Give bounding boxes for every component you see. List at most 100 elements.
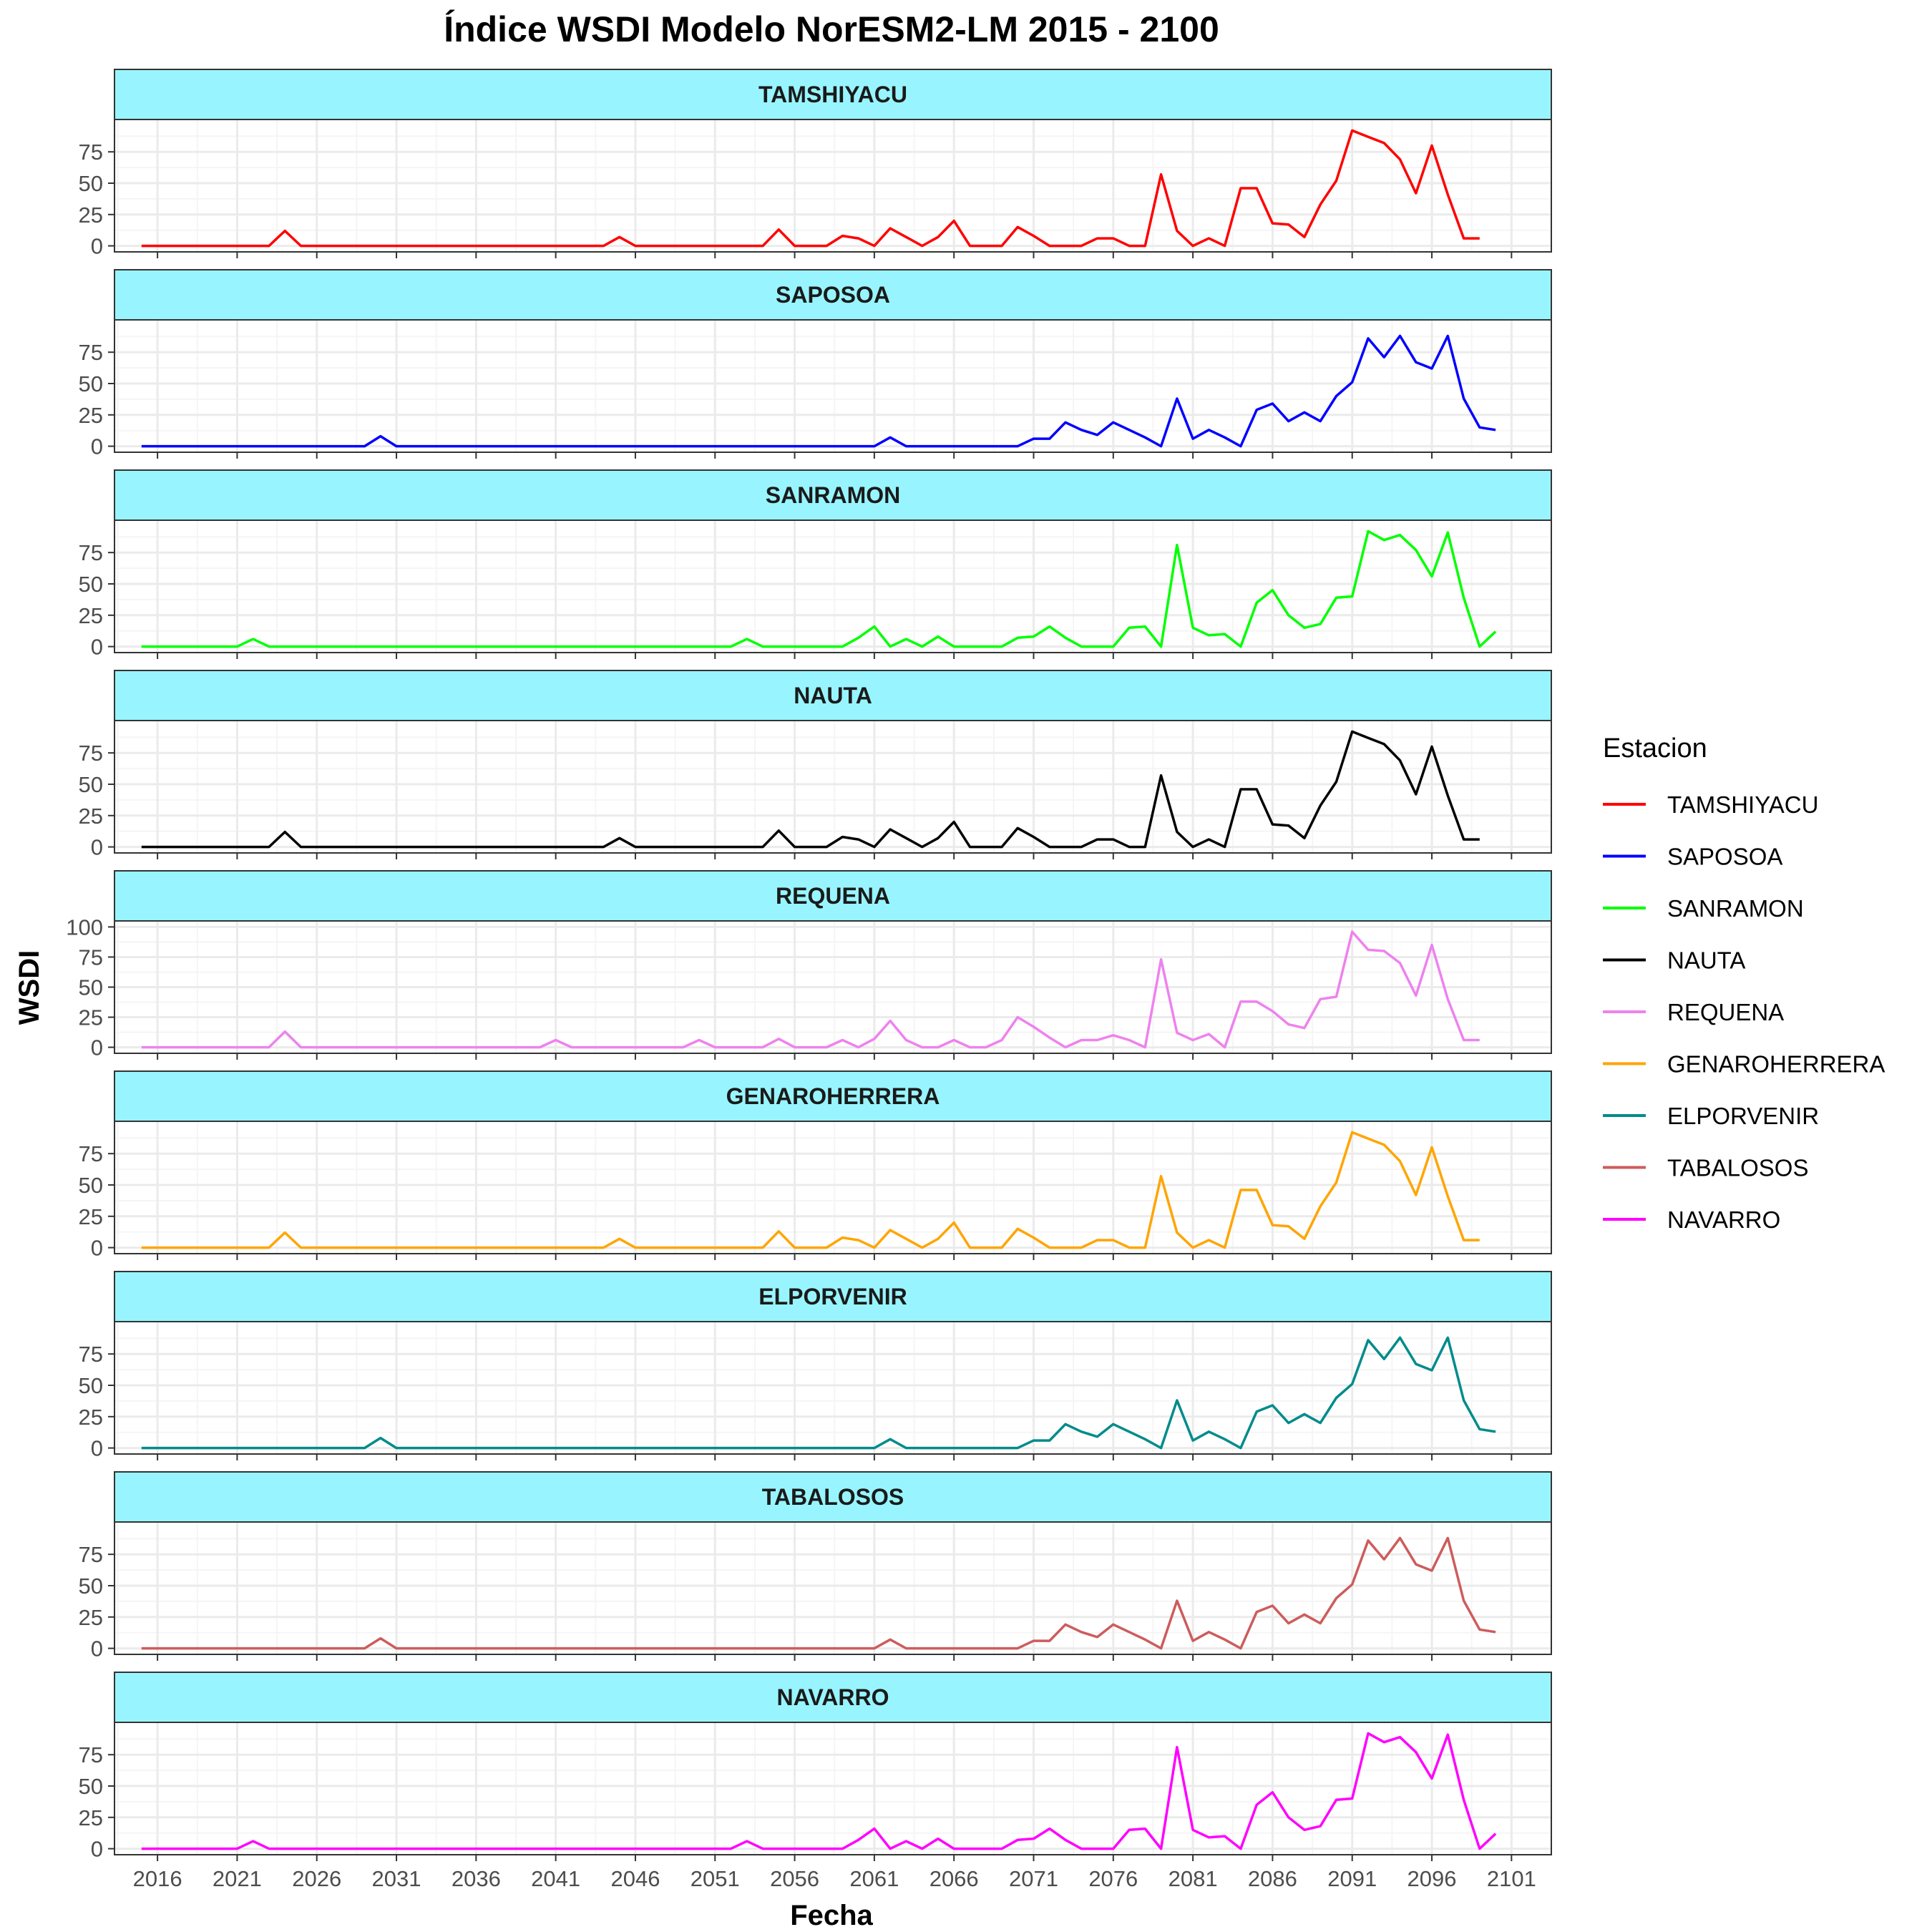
legend-label: NAVARRO <box>1667 1206 1780 1233</box>
facet-strip <box>114 670 1552 721</box>
series-line <box>141 129 1480 248</box>
x-tick-label: 2096 <box>1407 1866 1457 1891</box>
facet-strip-label: GENAROHERRERA <box>726 1083 940 1109</box>
facet-panel: 0 25 50 75 NAVARRO <box>79 1672 1552 1862</box>
x-tick-label: 2091 <box>1327 1866 1377 1891</box>
facet-strip <box>114 1070 1552 1122</box>
legend-item: TABALOSOS <box>1603 1155 1808 1181</box>
y-tick-label: 0 <box>91 434 103 459</box>
y-tick-label: 50 <box>79 171 103 196</box>
y-tick-label: 75 <box>79 540 103 565</box>
y-tick-label: 25 <box>79 1005 103 1030</box>
series-line <box>141 334 1496 448</box>
y-tick-label: 25 <box>79 1605 103 1630</box>
facet-strip-label: ELPORVENIR <box>758 1284 907 1309</box>
panel-background <box>114 1322 1551 1454</box>
y-tick-label: 75 <box>79 1742 103 1767</box>
y-tick-label: 0 <box>91 1236 103 1261</box>
legend-title: Estacion <box>1603 733 1707 763</box>
y-tick-label: 25 <box>79 403 103 428</box>
x-tick-label: 2036 <box>452 1866 501 1891</box>
series-line <box>141 1732 1497 1850</box>
y-tick-label: 0 <box>91 1636 103 1662</box>
y-tick-label: 0 <box>91 1837 103 1862</box>
panel-background <box>114 119 1551 252</box>
panel-background <box>114 721 1551 853</box>
y-tick-label: 50 <box>79 371 103 396</box>
legend-label: NAUTA <box>1667 947 1745 974</box>
x-tick-label: 2051 <box>691 1866 740 1891</box>
y-tick-label: 0 <box>91 635 103 660</box>
x-tick-label: 2041 <box>531 1866 580 1891</box>
legend-item: SAPOSOA <box>1603 844 1782 870</box>
series-line <box>141 1131 1480 1249</box>
facet-panel: 0 25 50 75 SAPOSOA <box>79 269 1552 459</box>
facet-strip-label: NAUTA <box>794 683 872 708</box>
x-tick-label: 2021 <box>213 1866 262 1891</box>
y-tick-label: 50 <box>79 772 103 797</box>
x-tick-label: 2081 <box>1169 1866 1218 1891</box>
legend-item: TAMSHIYACU <box>1603 791 1818 818</box>
y-tick-label: 25 <box>79 1805 103 1830</box>
x-tick-label: 2066 <box>930 1866 979 1891</box>
y-tick-label: 50 <box>79 1373 103 1398</box>
facet-strip-label: SAPOSOA <box>776 282 890 308</box>
facet-panel: 0 25 50 75 ELPORVENIR <box>79 1271 1552 1461</box>
y-tick-label: 50 <box>79 975 103 1000</box>
y-tick-label: 25 <box>79 804 103 829</box>
x-tick-label: 2056 <box>770 1866 819 1891</box>
facet-panel: 0 25 50 75 TAMSHIYACU <box>79 69 1552 259</box>
facet-panel: 0 25 50 75 SANRAMON <box>79 469 1552 660</box>
legend-item: NAVARRO <box>1603 1206 1780 1233</box>
x-axis-title: Fecha <box>790 1900 873 1931</box>
series-line <box>141 530 1497 648</box>
y-tick-label: 50 <box>79 1574 103 1599</box>
y-tick-label: 100 <box>66 914 103 940</box>
legend-label: GENAROHERRERA <box>1667 1051 1885 1078</box>
legend-label: TAMSHIYACU <box>1667 791 1818 818</box>
y-tick-label: 25 <box>79 203 103 228</box>
facet-panel: 0 25 50 75 NAUTA <box>79 670 1552 860</box>
facet-strip-label: SANRAMON <box>766 482 900 508</box>
legend-label: SAPOSOA <box>1667 844 1782 870</box>
panel-background <box>114 320 1551 452</box>
legend-label: ELPORVENIR <box>1667 1103 1819 1129</box>
facet-panel: 0 25 50 75 100 REQUENA <box>66 870 1552 1060</box>
legend-item: GENAROHERRERA <box>1603 1051 1885 1078</box>
chart-title: Índice WSDI Modelo NorESM2-LM 2015 - 210… <box>444 9 1219 49</box>
x-tick-label: 2031 <box>372 1866 421 1891</box>
x-tick-label: 2026 <box>292 1866 341 1891</box>
facet-strip <box>114 69 1552 120</box>
legend-label: SANRAMON <box>1667 895 1804 922</box>
x-tick-label: 2076 <box>1088 1866 1138 1891</box>
x-tick-label: 2071 <box>1009 1866 1058 1891</box>
panel-background <box>114 1522 1551 1654</box>
x-tick-label: 2016 <box>133 1866 182 1891</box>
facet-strip-label: NAVARRO <box>776 1684 889 1710</box>
facet-panel: 0 25 50 75 TABALOSOS <box>79 1471 1552 1662</box>
y-tick-label: 75 <box>79 340 103 365</box>
y-tick-label: 25 <box>79 603 103 628</box>
x-tick-label: 2101 <box>1487 1866 1536 1891</box>
legend-label: TABALOSOS <box>1667 1155 1808 1181</box>
y-tick-label: 50 <box>79 1774 103 1799</box>
y-tick-label: 50 <box>79 1173 103 1198</box>
facet-strip <box>114 1471 1552 1523</box>
x-tick-label: 2061 <box>849 1866 899 1891</box>
y-axis-title: WSDI <box>14 950 45 1025</box>
y-tick-label: 25 <box>79 1405 103 1430</box>
legend-label: REQUENA <box>1667 999 1784 1025</box>
facet-strip <box>114 1672 1552 1723</box>
facet-strip <box>114 469 1552 521</box>
panel-background <box>114 1121 1551 1254</box>
y-tick-label: 0 <box>91 1436 103 1461</box>
y-tick-label: 50 <box>79 572 103 597</box>
y-tick-label: 75 <box>79 741 103 766</box>
facet-strip-label: REQUENA <box>776 883 890 909</box>
legend: Estacion TAMSHIYACU SAPOSOA SANRAMON NAUTA R… <box>1603 733 1885 1233</box>
series-line <box>141 1336 1496 1450</box>
facet-strip <box>114 269 1552 321</box>
y-tick-label: 75 <box>79 945 103 970</box>
x-axis: 2016 2021 2026 2031 2036 2041 2046 2051 2056 2061… <box>133 1866 1536 1891</box>
